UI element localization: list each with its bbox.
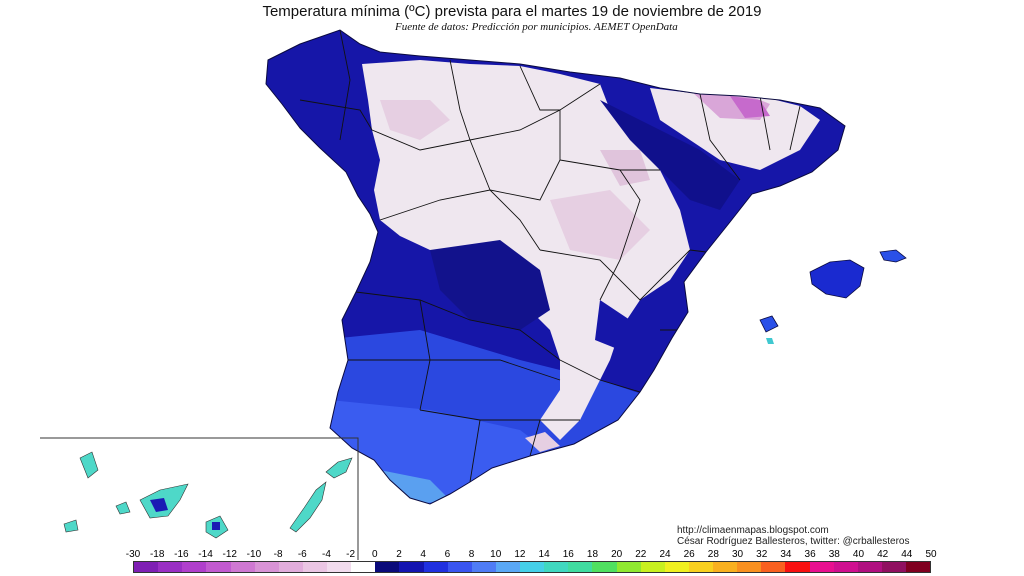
legend-swatch — [134, 562, 159, 572]
legend-swatch — [375, 562, 400, 572]
legend-swatch — [351, 562, 376, 572]
legend-tick-label: 24 — [659, 549, 671, 560]
legend-tick-label: 30 — [731, 549, 744, 560]
legend-tick-label: 2 — [396, 549, 402, 560]
legend-tick-label: 0 — [372, 549, 378, 560]
canary-inset — [40, 437, 359, 560]
legend-tick-label: 44 — [901, 549, 913, 560]
legend-tick-label: -6 — [297, 549, 307, 560]
legend-swatch — [399, 562, 424, 572]
legend-swatch — [278, 562, 303, 572]
legend-tick-label: 26 — [683, 549, 695, 560]
legend-tick-label: 36 — [804, 549, 816, 560]
legend-tick-label: 22 — [635, 549, 647, 560]
legend-swatch — [785, 562, 810, 572]
legend-swatch — [230, 562, 255, 572]
legend-tick-label: 50 — [925, 549, 937, 560]
legend-tick-label: -4 — [322, 549, 331, 560]
legend-swatch — [544, 562, 569, 572]
legend-swatch — [906, 562, 931, 572]
legend-tick-label: 34 — [780, 549, 792, 560]
legend-swatch — [713, 562, 738, 572]
legend-tick-label: -2 — [346, 549, 356, 560]
legend-swatch — [881, 562, 906, 572]
legend-tick-label: -16 — [174, 549, 189, 560]
legend-tick-label: 6 — [444, 549, 451, 560]
legend-tick-labels: -30 -18 -16 -14 -12 -10 -8 -6 -4 -2 0 2 4 6 8 10 12 14 16 1… — [0, 549, 1024, 561]
legend-tick-label: 40 — [852, 549, 865, 560]
legend-tick-label: 42 — [877, 549, 889, 560]
legend-tick-label: -10 — [246, 549, 262, 560]
legend-tick-label: 38 — [828, 549, 840, 560]
legend-tick-label: 14 — [538, 549, 550, 560]
legend-swatch — [206, 562, 231, 572]
legend-swatch — [423, 562, 448, 572]
legend-tick-label: -8 — [273, 549, 283, 560]
legend-swatch — [664, 562, 689, 572]
legend-tick-label: -18 — [149, 549, 165, 560]
legend-swatch — [833, 562, 858, 572]
legend-swatch — [520, 562, 545, 572]
legend-tick-label: 20 — [611, 549, 623, 560]
legend-tick-label: 8 — [468, 549, 475, 560]
legend-tick-label: -30 — [125, 549, 141, 560]
balearic-islands — [759, 249, 907, 344]
legend-tick-label: -12 — [222, 549, 237, 560]
legend-swatch — [447, 562, 472, 572]
legend-swatch — [809, 562, 834, 572]
legend-swatch — [737, 562, 762, 572]
peninsula-region — [265, 29, 846, 505]
legend-tick-label: -14 — [198, 549, 213, 560]
legend-swatch — [471, 562, 496, 572]
legend-swatch — [327, 562, 352, 572]
legend-swatch — [616, 562, 641, 572]
legend-tick-label: 16 — [562, 549, 574, 560]
legend-swatch — [688, 562, 713, 572]
legend-swatch — [302, 562, 327, 572]
legend-tick-label: 18 — [586, 549, 599, 560]
legend-tick-label: 10 — [490, 549, 502, 560]
legend-swatch — [592, 562, 617, 572]
legend-swatch — [640, 562, 665, 572]
map-title: Temperatura mínima (ºC) prevista para el… — [262, 3, 762, 20]
legend-tick-label: 12 — [514, 549, 526, 560]
legend-swatch — [254, 562, 279, 572]
legend-swatch — [761, 562, 786, 572]
legend-color-bar — [133, 561, 931, 573]
legend-swatch — [857, 562, 882, 572]
legend-swatch — [568, 562, 593, 572]
legend-tick-label: 4 — [420, 549, 426, 560]
credit-author: César Rodríguez Ballesteros, twitter: @c… — [677, 536, 910, 547]
legend-swatch — [158, 562, 183, 572]
legend-swatch — [182, 562, 207, 572]
legend-tick-label: 28 — [707, 549, 719, 560]
credit-url: http://climaenmapas.blogspot.com — [677, 525, 829, 536]
map-subtitle: Fuente de datos: Predicción por municipi… — [395, 21, 678, 33]
legend-swatch — [495, 562, 520, 572]
legend-tick-label: 32 — [756, 549, 768, 560]
